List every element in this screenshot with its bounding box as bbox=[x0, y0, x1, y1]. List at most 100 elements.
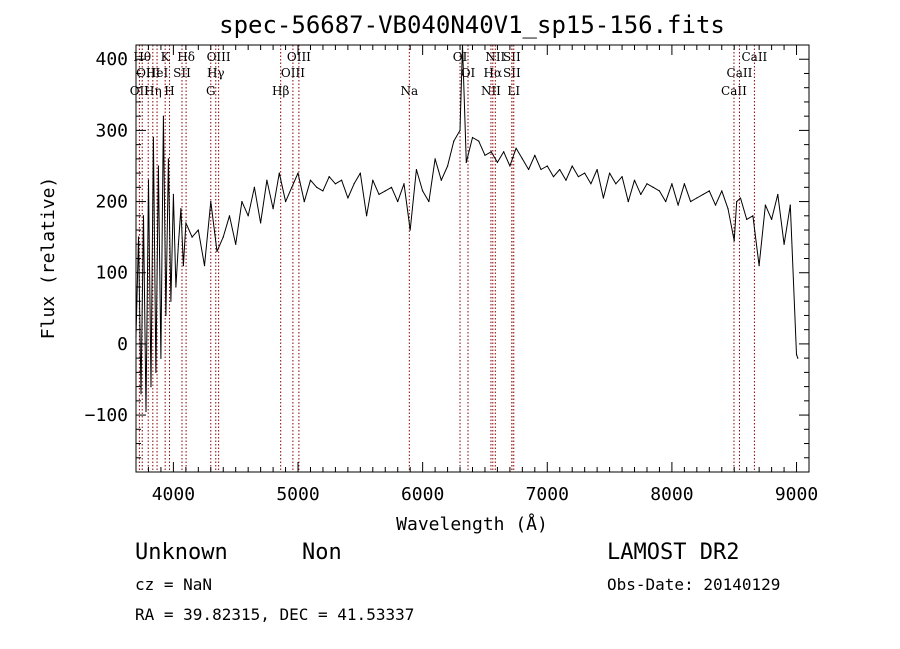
spectrum-point bbox=[509, 165, 511, 167]
spectrum-point bbox=[633, 179, 636, 181]
spectrum-point bbox=[752, 215, 754, 217]
spectrum-point bbox=[177, 243, 179, 245]
spectrum-point bbox=[434, 158, 436, 160]
spectrum-point bbox=[665, 200, 667, 203]
spectrum-point bbox=[165, 314, 167, 317]
spectrum-point bbox=[446, 165, 449, 167]
y-tick-label: 400 bbox=[95, 49, 128, 70]
spectrum-point bbox=[453, 140, 455, 142]
marker-label: H bbox=[164, 84, 174, 98]
spectrum-point bbox=[347, 197, 349, 199]
spectrum-point bbox=[303, 200, 305, 203]
spectrum-point bbox=[646, 183, 648, 185]
spectrum-point bbox=[783, 243, 785, 245]
spectrum-point bbox=[602, 197, 604, 199]
x-tick-label: 8000 bbox=[650, 484, 693, 505]
spectrum-point bbox=[714, 204, 717, 206]
marker-label: K bbox=[161, 50, 171, 64]
spectrum-point bbox=[152, 136, 155, 139]
chart-title: spec-56687-VB040N40V1_sp15-156.fits bbox=[219, 11, 725, 39]
spectrum-point bbox=[365, 215, 368, 217]
spectrum-point bbox=[422, 190, 424, 192]
marker-label: SII bbox=[173, 66, 191, 80]
spectrum-point bbox=[702, 193, 704, 196]
object-class: Unknown bbox=[135, 540, 228, 565]
spectrum-point bbox=[590, 183, 592, 185]
marker-label: CaII bbox=[727, 66, 753, 80]
spectrum-point bbox=[247, 215, 249, 217]
spectrum-point bbox=[160, 357, 162, 359]
spectrum-point bbox=[359, 172, 361, 174]
spectrum-point bbox=[180, 208, 182, 210]
spectrum-point bbox=[615, 183, 617, 185]
marker-label: Hβ bbox=[272, 84, 289, 98]
marker-label: Hγ bbox=[207, 66, 225, 80]
y-tick-label: 300 bbox=[95, 120, 128, 141]
marker-label: Hα bbox=[484, 66, 503, 80]
spectrum-point bbox=[353, 183, 355, 185]
spectrum-point bbox=[627, 200, 629, 203]
marker-label: CaII bbox=[721, 84, 747, 98]
spectrum-point bbox=[534, 154, 536, 156]
spectrum-point bbox=[490, 151, 492, 153]
spectrum-point bbox=[690, 200, 692, 203]
line-markers: OII Hθ OIII Hη HeI K H SII Hδ G Hγ OIII Hβ OIII OIII Na… bbox=[130, 45, 768, 472]
spectrum-point bbox=[621, 176, 623, 178]
spectrum-point bbox=[577, 176, 580, 178]
spectrum-point bbox=[167, 158, 170, 160]
spectrum-point bbox=[428, 200, 430, 203]
plot-frame bbox=[135, 44, 810, 473]
spectrum-point bbox=[216, 250, 218, 252]
spectrum-point bbox=[147, 179, 150, 181]
spectrum-point bbox=[197, 229, 199, 231]
spectrum-line bbox=[135, 44, 799, 412]
spectrum-point bbox=[175, 286, 177, 288]
observation-date: Obs-Date: 20140129 bbox=[607, 575, 780, 594]
spectrum-point bbox=[203, 265, 206, 267]
spectrum-point bbox=[658, 190, 661, 192]
spectrum-point bbox=[721, 190, 723, 192]
marker-label: LI bbox=[507, 84, 520, 98]
spectrum-point bbox=[253, 186, 255, 188]
spectrum-point bbox=[571, 165, 573, 167]
marker-label: HeI bbox=[146, 66, 169, 80]
marker-label: OIII bbox=[287, 50, 311, 64]
marker-label: Hδ bbox=[177, 50, 195, 64]
spectrum-point bbox=[372, 179, 374, 181]
x-tick-label: 7000 bbox=[526, 484, 569, 505]
marker-label: G bbox=[206, 84, 216, 98]
spectrum-point bbox=[596, 168, 598, 171]
spectrum-point bbox=[478, 140, 480, 142]
spectrum-point bbox=[328, 176, 330, 178]
spectrum-point bbox=[140, 393, 142, 395]
marker-label: OIII bbox=[136, 66, 160, 80]
spectrum-point bbox=[746, 218, 748, 220]
object-subclass: Non bbox=[302, 540, 342, 565]
marker-label: NII bbox=[485, 50, 505, 64]
y-tick-label: 0 bbox=[117, 334, 128, 355]
spectrum-point bbox=[503, 151, 505, 153]
spectrum-point bbox=[284, 200, 287, 203]
spectrum-point bbox=[471, 136, 474, 139]
spectrum-point bbox=[222, 236, 224, 238]
redshift-cz: cz = NaN bbox=[135, 575, 212, 594]
spectrum-point bbox=[145, 410, 147, 413]
spectrum-point bbox=[341, 179, 343, 181]
marker-label: OIII bbox=[207, 50, 231, 64]
axes: 4000 5000 6000 7000 8000 9000 −100 0 100 200 300 40… bbox=[85, 44, 818, 505]
x-tick-label: 5000 bbox=[276, 484, 319, 505]
spectrum-point bbox=[155, 371, 157, 373]
spectrum-point bbox=[584, 172, 586, 174]
spectrum-point bbox=[260, 222, 262, 224]
spectrum-point bbox=[540, 168, 542, 171]
spectrum-point bbox=[758, 265, 760, 267]
spectrum-point bbox=[170, 300, 172, 302]
spectrum-point bbox=[608, 172, 611, 174]
spectrum-point bbox=[266, 179, 268, 181]
spectrum-point bbox=[228, 215, 231, 217]
spectrum-point bbox=[777, 193, 779, 196]
spectrum-point bbox=[415, 168, 418, 171]
y-axis-label: Flux (relative) bbox=[38, 177, 59, 340]
spectrum-point bbox=[384, 190, 386, 192]
